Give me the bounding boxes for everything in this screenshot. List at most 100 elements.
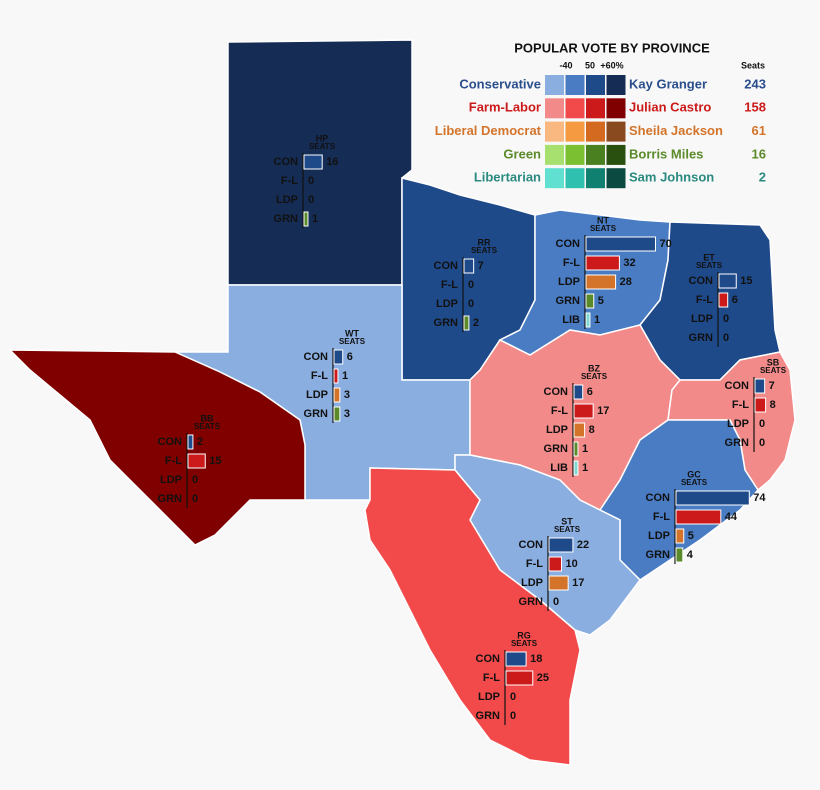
seat-value: 2 bbox=[197, 436, 203, 448]
seat-bar bbox=[303, 154, 323, 170]
seat-value: 3 bbox=[344, 389, 350, 401]
seats-label: SEATS bbox=[339, 337, 366, 346]
seat-value: 0 bbox=[192, 474, 198, 486]
color-swatch bbox=[586, 121, 605, 142]
seat-value: 6 bbox=[587, 386, 593, 398]
color-swatch bbox=[565, 168, 585, 189]
color-swatch bbox=[545, 168, 564, 189]
province-code: BZ bbox=[588, 363, 600, 373]
party-label: GRN bbox=[646, 549, 671, 561]
seat-value: 7 bbox=[769, 380, 775, 392]
party-label: LDP bbox=[558, 276, 580, 288]
seats-label: SEATS bbox=[194, 422, 221, 431]
party-seats: 243 bbox=[744, 76, 766, 91]
seat-value: 17 bbox=[572, 577, 584, 589]
seat-bar bbox=[718, 292, 729, 308]
seats-label: SEATS bbox=[760, 366, 787, 375]
seat-bar bbox=[754, 397, 767, 413]
seats-header: Seats bbox=[741, 60, 765, 70]
seat-value: 0 bbox=[759, 418, 765, 430]
seat-bar bbox=[187, 434, 194, 450]
province-code: RR bbox=[478, 237, 491, 247]
party-seats: 61 bbox=[752, 123, 766, 138]
seats-label: SEATS bbox=[554, 525, 581, 534]
seat-value: 0 bbox=[759, 437, 765, 449]
color-swatch bbox=[545, 98, 564, 119]
party-label: GRN bbox=[476, 710, 501, 722]
province-code: RG bbox=[517, 630, 531, 640]
party-label: GRN bbox=[274, 213, 299, 225]
party-leader: Sam Johnson bbox=[629, 170, 714, 185]
seat-bar bbox=[303, 211, 309, 227]
scale-label: +60% bbox=[600, 60, 623, 70]
party-name: Conservative bbox=[459, 76, 541, 91]
party-label: CON bbox=[519, 539, 544, 551]
party-label: CON bbox=[434, 260, 459, 272]
color-swatch bbox=[565, 75, 585, 95]
seats-label: SEATS bbox=[590, 224, 617, 233]
party-label: LDP bbox=[691, 313, 713, 325]
province-code: ST bbox=[561, 516, 573, 526]
party-label: CON bbox=[544, 386, 569, 398]
seat-value: 17 bbox=[597, 405, 609, 417]
seat-bar bbox=[585, 274, 617, 290]
seat-value: 74 bbox=[753, 492, 766, 504]
seat-value: 0 bbox=[468, 298, 474, 310]
seat-value: 32 bbox=[623, 257, 635, 269]
party-label: F-L bbox=[165, 455, 182, 467]
seat-value: 18 bbox=[530, 653, 542, 665]
seat-bar bbox=[675, 528, 685, 544]
party-label: CON bbox=[476, 653, 501, 665]
seat-bar bbox=[187, 453, 206, 469]
province-code: WT bbox=[345, 328, 359, 338]
seat-value: 70 bbox=[660, 238, 672, 250]
seats-label: SEATS bbox=[581, 372, 608, 381]
party-label: F-L bbox=[732, 399, 749, 411]
seat-value: 44 bbox=[725, 511, 738, 523]
party-label: GRN bbox=[519, 596, 544, 608]
seats-label: SEATS bbox=[309, 142, 336, 151]
seat-bar bbox=[463, 315, 470, 331]
party-label: GRN bbox=[725, 437, 750, 449]
seat-value: 1 bbox=[594, 314, 600, 326]
color-swatch bbox=[606, 75, 626, 95]
province-code: BB bbox=[201, 413, 214, 423]
party-name: Libertarian bbox=[474, 170, 541, 185]
color-swatch bbox=[545, 75, 564, 95]
seats-label: SEATS bbox=[471, 246, 498, 255]
province-region bbox=[364, 467, 581, 766]
seat-value: 1 bbox=[582, 443, 588, 455]
seat-value: 0 bbox=[308, 194, 314, 206]
seat-value: 0 bbox=[192, 493, 198, 505]
seat-value: 28 bbox=[620, 276, 632, 288]
party-label: LDP bbox=[521, 577, 543, 589]
party-label: F-L bbox=[483, 672, 500, 684]
seat-value: 0 bbox=[510, 691, 516, 703]
seat-bar bbox=[333, 406, 341, 422]
seat-value: 15 bbox=[740, 275, 752, 287]
seat-value: 6 bbox=[732, 294, 738, 306]
seat-value: 0 bbox=[468, 279, 474, 291]
color-swatch bbox=[606, 144, 626, 165]
party-label: GRN bbox=[689, 332, 714, 344]
seat-value: 0 bbox=[723, 332, 729, 344]
party-label: GRN bbox=[556, 295, 581, 307]
party-label: LDP bbox=[478, 691, 500, 703]
party-label: LDP bbox=[276, 194, 298, 206]
color-swatch bbox=[545, 121, 564, 142]
seats-label: SEATS bbox=[511, 639, 538, 648]
seat-bar bbox=[754, 378, 766, 394]
seat-bar bbox=[585, 293, 595, 309]
party-label: F-L bbox=[696, 294, 713, 306]
party-seats: 158 bbox=[744, 100, 766, 115]
color-swatch bbox=[565, 98, 585, 119]
party-label: F-L bbox=[311, 370, 328, 382]
party-label: LDP bbox=[160, 474, 182, 486]
party-label: LIB bbox=[550, 462, 568, 474]
party-label: GRN bbox=[544, 443, 569, 455]
